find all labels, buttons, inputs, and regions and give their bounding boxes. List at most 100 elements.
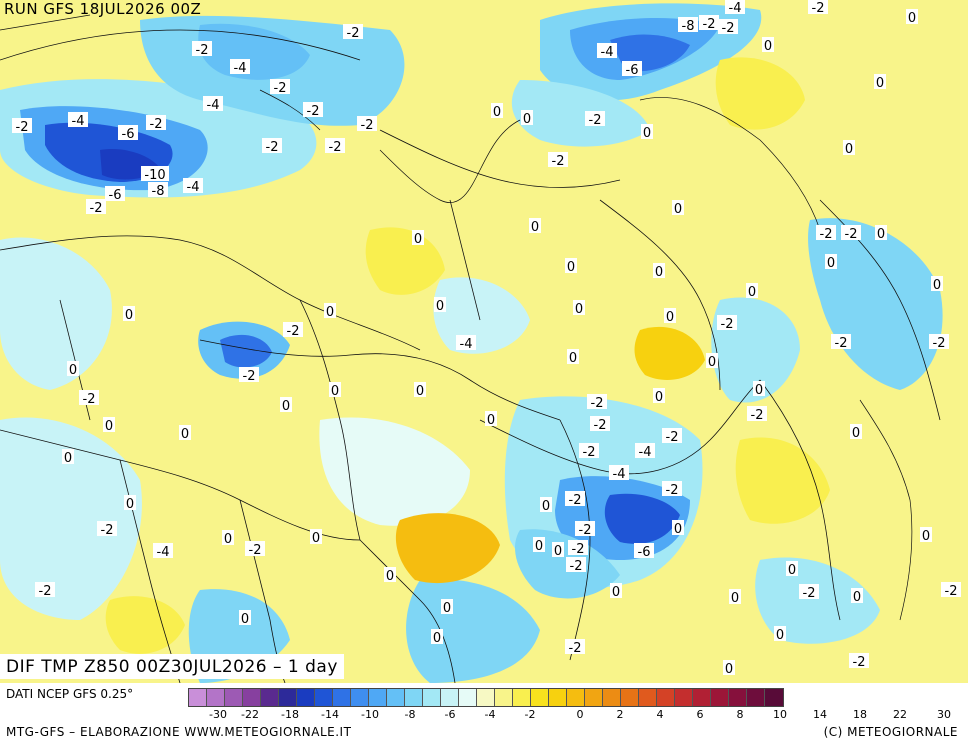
svg-text:-2: -2 bbox=[307, 104, 320, 119]
colorbar bbox=[188, 688, 784, 707]
svg-text:0: 0 bbox=[933, 278, 941, 293]
data-source: DATI NCEP GFS 0.25° bbox=[6, 687, 134, 701]
isoline-value-label: -2 bbox=[325, 138, 345, 155]
colorbar-swatch bbox=[243, 689, 261, 706]
colorbar-swatch bbox=[279, 689, 297, 706]
isoline-value-label: 0 bbox=[533, 537, 545, 554]
colorbar-swatch bbox=[765, 689, 783, 706]
svg-text:-2: -2 bbox=[845, 227, 858, 242]
isoline-value-label: 0 bbox=[222, 530, 234, 547]
isoline-value-label: -4 bbox=[153, 543, 173, 560]
svg-text:-2: -2 bbox=[803, 586, 816, 601]
svg-text:0: 0 bbox=[666, 310, 674, 325]
svg-text:0: 0 bbox=[326, 305, 334, 320]
svg-text:0: 0 bbox=[852, 426, 860, 441]
svg-text:0: 0 bbox=[282, 399, 290, 414]
svg-text:-2: -2 bbox=[90, 201, 103, 216]
svg-text:0: 0 bbox=[731, 591, 739, 606]
isoline-value-label: -2 bbox=[357, 116, 377, 133]
colorbar-swatch bbox=[495, 689, 513, 706]
colorbar-swatch bbox=[513, 689, 531, 706]
svg-text:0: 0 bbox=[125, 308, 133, 323]
svg-text:0: 0 bbox=[386, 569, 394, 584]
temperature-anomaly-map: -4 -2 0 -2 -8 -2 0 -2 -4 -2 -6 0 -4 -2 -4 -2 -2 -4 -2 0 0 -2 0… bbox=[0, 0, 968, 683]
isoline-value-label: -2 bbox=[86, 199, 106, 216]
svg-text:-6: -6 bbox=[626, 63, 639, 78]
isoline-value-label: -2 bbox=[239, 367, 259, 384]
svg-text:0: 0 bbox=[655, 390, 663, 405]
isoline-value-label: 0 bbox=[906, 9, 918, 26]
colorbar-tick-label: -22 bbox=[241, 708, 259, 721]
colorbar-tick-label: 6 bbox=[696, 708, 704, 721]
colorbar-swatch bbox=[531, 689, 549, 706]
isoline-value-label: -2 bbox=[303, 102, 323, 119]
isoline-value-label: -2 bbox=[841, 225, 861, 242]
svg-text:0: 0 bbox=[554, 544, 562, 559]
isoline-value-label: 0 bbox=[746, 283, 758, 300]
svg-text:-2: -2 bbox=[570, 559, 583, 574]
isoline-value-label: 0 bbox=[414, 382, 426, 399]
map-canvas: -4 -2 0 -2 -8 -2 0 -2 -4 -2 -6 0 -4 -2 -4 -2 -2 -4 -2 0 0 -2 0… bbox=[0, 0, 968, 683]
colorbar-swatch bbox=[459, 689, 477, 706]
svg-text:-4: -4 bbox=[187, 180, 200, 195]
isoline-value-label: -2 bbox=[568, 540, 588, 557]
isoline-value-label: 0 bbox=[774, 626, 786, 643]
svg-text:-2: -2 bbox=[39, 584, 52, 599]
svg-text:0: 0 bbox=[436, 299, 444, 314]
isoline-value-label: 0 bbox=[540, 497, 552, 514]
svg-text:-2: -2 bbox=[820, 227, 833, 242]
isoline-value-label: 0 bbox=[103, 417, 115, 434]
isoline-value-label: -8 bbox=[678, 17, 698, 34]
isoline-value-label: 0 bbox=[851, 588, 863, 605]
isoline-value-label: -4 bbox=[68, 112, 88, 129]
coastlines bbox=[0, 14, 913, 621]
svg-text:-2: -2 bbox=[150, 117, 163, 132]
svg-text:0: 0 bbox=[414, 232, 422, 247]
colorbar-tick-label: 18 bbox=[853, 708, 867, 721]
isoline-value-label: -6 bbox=[634, 543, 654, 560]
svg-text:0: 0 bbox=[827, 256, 835, 271]
svg-text:-2: -2 bbox=[83, 392, 96, 407]
svg-text:-2: -2 bbox=[853, 655, 866, 670]
isoline-value-label: -2 bbox=[717, 315, 737, 332]
isoline-value-label: -2 bbox=[262, 138, 282, 155]
svg-text:-6: -6 bbox=[109, 188, 122, 203]
isoline-value-label: -2 bbox=[270, 79, 290, 96]
colorbar-tick-label: 22 bbox=[893, 708, 907, 721]
svg-text:-2: -2 bbox=[751, 408, 764, 423]
colorbar-tick-label: 2 bbox=[616, 708, 624, 721]
svg-text:0: 0 bbox=[674, 522, 682, 537]
svg-text:0: 0 bbox=[776, 628, 784, 643]
isoline-value-label: 0 bbox=[491, 103, 503, 120]
svg-text:-2: -2 bbox=[16, 120, 29, 135]
svg-text:-2: -2 bbox=[196, 43, 209, 58]
isoline-value-label: 0 bbox=[762, 37, 774, 54]
colorbar-swatch bbox=[405, 689, 423, 706]
isoline-value-label: -6 bbox=[118, 125, 138, 142]
svg-text:0: 0 bbox=[64, 451, 72, 466]
svg-text:-4: -4 bbox=[601, 45, 614, 60]
isoline-value-label: 0 bbox=[384, 567, 396, 584]
svg-text:0: 0 bbox=[725, 662, 733, 677]
colorbar-swatch bbox=[333, 689, 351, 706]
svg-text:-4: -4 bbox=[72, 114, 85, 129]
isoline-value-label: -2 bbox=[662, 428, 682, 445]
isoline-value-label: 0 bbox=[843, 140, 855, 157]
colorbar-swatch bbox=[621, 689, 639, 706]
isoline-value-label: 0 bbox=[124, 495, 136, 512]
svg-text:0: 0 bbox=[788, 563, 796, 578]
isoline-value-label: 0 bbox=[850, 424, 862, 441]
isoline-value-label: -2 bbox=[849, 653, 869, 670]
svg-text:-2: -2 bbox=[835, 336, 848, 351]
isoline-value-label: -10 bbox=[141, 166, 169, 183]
svg-text:-2: -2 bbox=[569, 493, 582, 508]
isoline-value-label: -2 bbox=[565, 491, 585, 508]
svg-text:-2: -2 bbox=[274, 81, 287, 96]
isoline-value-label: -2 bbox=[192, 41, 212, 58]
isoline-value-label: -4 bbox=[456, 335, 476, 352]
isoline-value-label: -2 bbox=[566, 557, 586, 574]
svg-text:0: 0 bbox=[764, 39, 772, 54]
colorbar-swatch bbox=[261, 689, 279, 706]
isoline-value-label: 0 bbox=[786, 561, 798, 578]
isoline-value-label: -2 bbox=[941, 582, 961, 599]
